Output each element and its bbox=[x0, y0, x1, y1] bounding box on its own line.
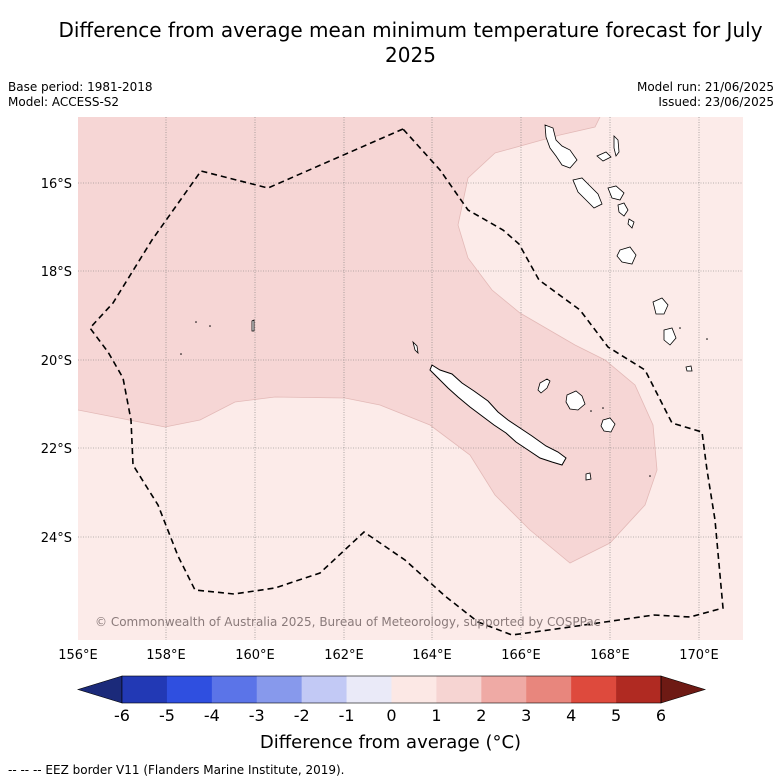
islet-dot bbox=[209, 325, 211, 327]
islet-dot bbox=[590, 410, 592, 412]
lat-tick-label: 24°S bbox=[41, 531, 72, 546]
malekula-island bbox=[572, 177, 603, 209]
lifou-island bbox=[565, 390, 586, 411]
islet-dot bbox=[649, 475, 651, 477]
colorbar-swatch bbox=[436, 676, 482, 703]
chesterfield-islet bbox=[251, 319, 255, 332]
aneityum-island bbox=[663, 327, 677, 346]
islet-dot bbox=[195, 321, 197, 323]
map-title: Difference from average mean minimum tem… bbox=[58, 18, 763, 67]
eez-legend-note: -- -- -- EEZ border V11 (Flanders Marine… bbox=[8, 763, 345, 777]
lat-axis: 16°S 18°S 20°S 22°S 24°S bbox=[41, 177, 72, 546]
colorbar-tick-label: 3 bbox=[521, 706, 531, 725]
islet-dot bbox=[602, 407, 604, 409]
efate-island bbox=[627, 218, 635, 229]
extend-arrow-left-icon bbox=[76, 675, 123, 704]
lon-axis: 156°E 158°E 160°E 162°E 164°E 166°E 168°… bbox=[58, 648, 719, 663]
issued-date: Issued: 23/06/2025 bbox=[658, 95, 774, 109]
colorbar-tick-label: -5 bbox=[159, 706, 175, 725]
colorbar: -6 -5 -4 -3 -2 -1 0 1 2 3 4 5 6 bbox=[76, 675, 707, 725]
islet-dot bbox=[679, 327, 681, 329]
colorbar-swatch bbox=[166, 676, 213, 703]
model-run: Model run: 21/06/2025 bbox=[636, 80, 774, 94]
espiritu-santo-island bbox=[544, 124, 578, 169]
lon-tick-label: 170°E bbox=[679, 648, 719, 663]
colorbar-outline bbox=[121, 675, 662, 704]
colorbar-swatch bbox=[122, 676, 168, 703]
ambae-island bbox=[596, 151, 612, 162]
colorbar-tick-label: 1 bbox=[431, 706, 441, 725]
colorbar-swatch bbox=[526, 676, 572, 703]
colorbar-swatch bbox=[346, 676, 392, 703]
erromango-island bbox=[616, 246, 637, 265]
lon-tick-label: 156°E bbox=[58, 648, 98, 663]
map-plot-area bbox=[78, 117, 743, 640]
islet-dot bbox=[706, 338, 708, 340]
isle-of-pines bbox=[585, 472, 592, 481]
colorbar-tick-label: 4 bbox=[566, 706, 576, 725]
epi-island bbox=[607, 185, 625, 201]
lon-tick-label: 160°E bbox=[235, 648, 275, 663]
lat-tick-label: 16°S bbox=[41, 177, 72, 192]
colorbar-tick-label: -4 bbox=[204, 706, 220, 725]
colorbar-swatch bbox=[211, 676, 258, 703]
colorbar-tick-label: -2 bbox=[294, 706, 310, 725]
lat-tick-label: 18°S bbox=[41, 265, 72, 280]
islet-dot bbox=[180, 353, 182, 355]
colorbar-swatch bbox=[616, 676, 662, 703]
colorbar-tick-label: 5 bbox=[611, 706, 621, 725]
base-period: Base period: 1981-2018 bbox=[8, 80, 153, 94]
maewo-island bbox=[613, 135, 620, 157]
lat-tick-label: 22°S bbox=[41, 442, 72, 457]
belep-island bbox=[412, 340, 419, 355]
colorbar-swatch bbox=[571, 676, 617, 703]
lon-tick-label: 164°E bbox=[412, 648, 452, 663]
colorbar-swatch bbox=[301, 676, 347, 703]
mare-island bbox=[600, 417, 616, 433]
colorbar-title: Difference from average (°C) bbox=[259, 732, 522, 753]
colorbar-tick-label: 0 bbox=[386, 706, 396, 725]
lon-tick-label: 166°E bbox=[501, 648, 541, 663]
tanna-island bbox=[652, 297, 669, 315]
colorbar-swatch bbox=[256, 676, 302, 703]
new-caledonia-island bbox=[429, 364, 567, 466]
colorbar-swatch bbox=[481, 676, 527, 703]
small-island bbox=[685, 365, 693, 372]
graticule bbox=[78, 117, 743, 640]
shepherd-islands bbox=[617, 202, 629, 217]
extend-arrow-right-icon bbox=[660, 675, 707, 704]
colorbar-tick-label: -6 bbox=[114, 706, 130, 725]
lon-tick-label: 158°E bbox=[146, 648, 186, 663]
colorbar-tick-label: -3 bbox=[249, 706, 265, 725]
lon-tick-label: 168°E bbox=[590, 648, 630, 663]
model-name: Model: ACCESS-S2 bbox=[8, 95, 120, 109]
ouvea-island bbox=[537, 378, 551, 394]
eez-border bbox=[88, 128, 724, 636]
colorbar-tick-label: -1 bbox=[339, 706, 355, 725]
meta-right: Model run: 21/06/2025 Issued: 23/06/2025 bbox=[637, 80, 774, 110]
anomaly-band-0-1 bbox=[78, 117, 743, 640]
colorbar-tick-label: 2 bbox=[476, 706, 486, 725]
meta-left: Base period: 1981-2018 Model: ACCESS-S2 bbox=[8, 80, 153, 110]
lon-tick-label: 162°E bbox=[324, 648, 364, 663]
lat-tick-label: 20°S bbox=[41, 354, 72, 369]
colorbar-swatch bbox=[391, 676, 437, 703]
colorbar-tick-label: 6 bbox=[656, 706, 666, 725]
copyright-text: © Commonwealth of Australia 2025, Bureau… bbox=[95, 615, 600, 629]
